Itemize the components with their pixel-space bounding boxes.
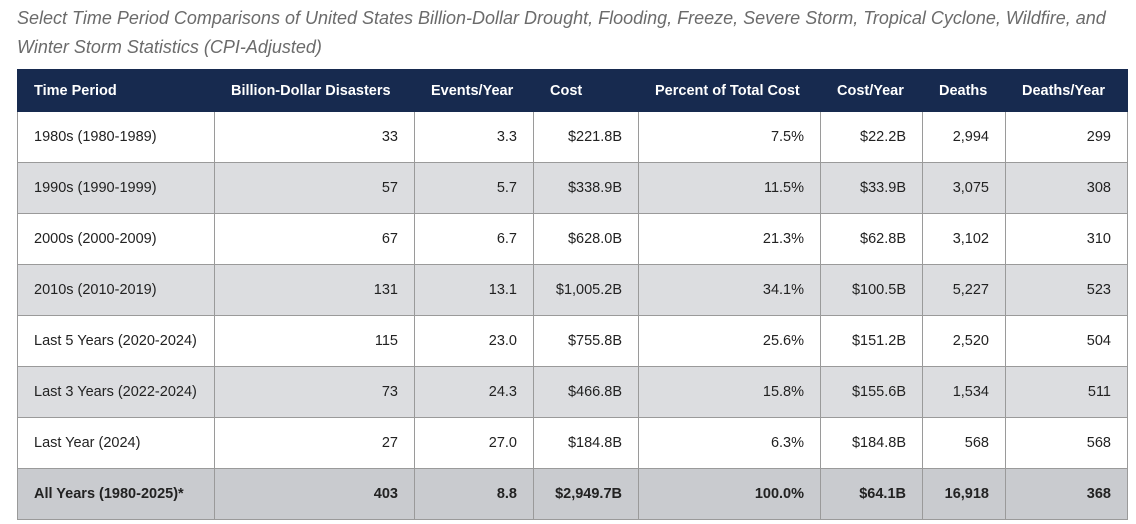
table-cell: 5.7 bbox=[414, 162, 534, 214]
table-cell: 6.7 bbox=[414, 213, 534, 265]
column-header-events-per-year: Events/Year bbox=[414, 69, 534, 112]
table-row: Last 5 Years (2020-2024) 115 23.0 $755.8B 25… bbox=[17, 315, 1128, 367]
table-cell: 308 bbox=[1005, 162, 1128, 214]
column-header-percent-of-total-cost: Percent of Total Cost bbox=[638, 69, 821, 112]
table-cell: 115 bbox=[214, 315, 415, 367]
table-caption: Select Time Period Comparisons of United… bbox=[17, 8, 1106, 57]
table-cell: 27.0 bbox=[414, 417, 534, 469]
table-cell: 3,075 bbox=[922, 162, 1006, 214]
table-cell: $151.2B bbox=[820, 315, 923, 367]
table-cell: 11.5% bbox=[638, 162, 821, 214]
table-cell: 27 bbox=[214, 417, 415, 469]
table-cell: 16,918 bbox=[922, 468, 1006, 520]
table-cell: 33 bbox=[214, 111, 415, 163]
table-cell: $62.8B bbox=[820, 213, 923, 265]
table-cell: 15.8% bbox=[638, 366, 821, 418]
table-cell: 23.0 bbox=[414, 315, 534, 367]
table-cell: Last Year (2024) bbox=[17, 417, 215, 469]
table-cell: 2000s (2000-2009) bbox=[17, 213, 215, 265]
table-cell: $33.9B bbox=[820, 162, 923, 214]
table-cell: 7.5% bbox=[638, 111, 821, 163]
table-cell: 523 bbox=[1005, 264, 1128, 316]
table-cell: $64.1B bbox=[820, 468, 923, 520]
table-cell: $100.5B bbox=[820, 264, 923, 316]
table-cell: 511 bbox=[1005, 366, 1128, 418]
table-cell: Last 3 Years (2022-2024) bbox=[17, 366, 215, 418]
table-row: 1990s (1990-1999) 57 5.7 $338.9B 11.5% $33.9B… bbox=[17, 162, 1128, 214]
header-row: Time Period Billion-Dollar Disasters Eve… bbox=[17, 69, 1128, 112]
column-header-deaths-per-year: Deaths/Year bbox=[1005, 69, 1128, 112]
table-cell: 310 bbox=[1005, 213, 1128, 265]
table-cell: 368 bbox=[1005, 468, 1128, 520]
table-row: Last 3 Years (2022-2024) 73 24.3 $466.8B 15.… bbox=[17, 366, 1128, 418]
column-header-time-period: Time Period bbox=[17, 69, 215, 112]
column-header-billion-dollar-disasters: Billion-Dollar Disasters bbox=[214, 69, 415, 112]
table-cell: 8.8 bbox=[414, 468, 534, 520]
table-cell: 5,227 bbox=[922, 264, 1006, 316]
table-cell: 24.3 bbox=[414, 366, 534, 418]
table-cell: $155.6B bbox=[820, 366, 923, 418]
table-row: 1980s (1980-1989) 33 3.3 $221.8B 7.5% $22.2B 2… bbox=[17, 111, 1128, 163]
table-cell: 6.3% bbox=[638, 417, 821, 469]
table-cell: 21.3% bbox=[638, 213, 821, 265]
table-cell: 568 bbox=[922, 417, 1006, 469]
table-cell: $184.8B bbox=[820, 417, 923, 469]
table-cell: 2,520 bbox=[922, 315, 1006, 367]
table-cell: 34.1% bbox=[638, 264, 821, 316]
table-cell: $755.8B bbox=[533, 315, 639, 367]
table-cell: 13.1 bbox=[414, 264, 534, 316]
table-cell: $184.8B bbox=[533, 417, 639, 469]
table-body: 1980s (1980-1989) 33 3.3 $221.8B 7.5% $22.2B 2… bbox=[17, 111, 1128, 469]
table-cell: 57 bbox=[214, 162, 415, 214]
table-cell: 3,102 bbox=[922, 213, 1006, 265]
table-cell: 299 bbox=[1005, 111, 1128, 163]
table-cell: 403 bbox=[214, 468, 415, 520]
table-cell: $466.8B bbox=[533, 366, 639, 418]
table-cell: $22.2B bbox=[820, 111, 923, 163]
table-cell: $338.9B bbox=[533, 162, 639, 214]
total-row: All Years (1980-2025)* 403 8.8 $2,949.7B… bbox=[17, 468, 1128, 520]
column-header-deaths: Deaths bbox=[922, 69, 1006, 112]
table-cell: 1,534 bbox=[922, 366, 1006, 418]
table-row: 2010s (2010-2019) 131 13.1 $1,005.2B 34.1% $1… bbox=[17, 264, 1128, 316]
table-cell: All Years (1980-2025)* bbox=[17, 468, 215, 520]
table-cell: 504 bbox=[1005, 315, 1128, 367]
table-cell: 25.6% bbox=[638, 315, 821, 367]
table-cell: $628.0B bbox=[533, 213, 639, 265]
table-row: 2000s (2000-2009) 67 6.7 $628.0B 21.3% $62.8B… bbox=[17, 213, 1128, 265]
table-cell: 568 bbox=[1005, 417, 1128, 469]
table-row: Last Year (2024) 27 27.0 $184.8B 6.3% $184.8B… bbox=[17, 417, 1128, 469]
column-header-cost: Cost bbox=[533, 69, 639, 112]
table-cell: 131 bbox=[214, 264, 415, 316]
table-cell: $221.8B bbox=[533, 111, 639, 163]
table-cell: 3.3 bbox=[414, 111, 534, 163]
table-cell: Last 5 Years (2020-2024) bbox=[17, 315, 215, 367]
table-cell: 67 bbox=[214, 213, 415, 265]
table-cell: 73 bbox=[214, 366, 415, 418]
table-cell: 2,994 bbox=[922, 111, 1006, 163]
table-cell: 1980s (1980-1989) bbox=[17, 111, 215, 163]
table-cell: 2010s (2010-2019) bbox=[17, 264, 215, 316]
table-cell: 1990s (1990-1999) bbox=[17, 162, 215, 214]
table-cell: $2,949.7B bbox=[533, 468, 639, 520]
column-header-cost-per-year: Cost/Year bbox=[820, 69, 923, 112]
table-cell: $1,005.2B bbox=[533, 264, 639, 316]
disaster-statistics-table: Time Period Billion-Dollar Disasters Eve… bbox=[17, 69, 1128, 520]
table-cell: 100.0% bbox=[638, 468, 821, 520]
